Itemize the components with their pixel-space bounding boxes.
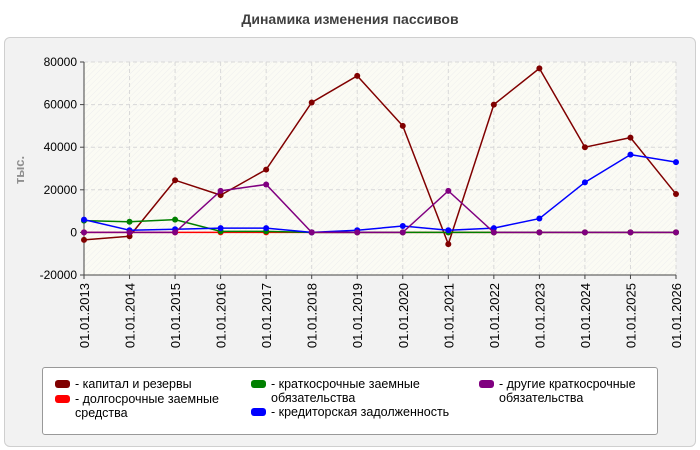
legend-swatch	[55, 395, 70, 403]
legend-swatch	[251, 380, 266, 388]
data-point	[536, 229, 543, 236]
data-point	[217, 187, 224, 194]
y-tick-label: -20000	[40, 268, 78, 282]
series-line	[83, 67, 677, 247]
data-point	[81, 229, 87, 236]
data-point	[399, 223, 406, 230]
data-point	[126, 229, 133, 236]
data-point	[490, 225, 497, 232]
x-tick-label: 01.01.2026	[669, 283, 684, 348]
data-point	[627, 229, 634, 236]
data-point	[399, 122, 406, 129]
y-axis-label: тыс.	[12, 156, 27, 184]
data-point	[627, 134, 634, 141]
data-point	[399, 229, 406, 236]
legend-label: - долгосрочные заемные средства	[75, 392, 219, 420]
series-line	[84, 183, 676, 234]
x-tick-label: 01.01.2025	[623, 283, 638, 348]
legend-item: - долгосрочные заемные средства	[55, 392, 235, 420]
data-point	[81, 216, 87, 223]
chart-title: Динамика изменения пассивов	[241, 11, 459, 27]
x-tick-label: 01.01.2018	[305, 283, 320, 348]
data-point	[308, 229, 315, 236]
x-tick-label: 01.01.2016	[214, 283, 229, 348]
legend-item: - кредиторская задолженность	[251, 405, 481, 419]
y-tick-label: 40000	[44, 140, 78, 154]
y-tick-label: 20000	[44, 183, 78, 197]
series-4	[81, 181, 679, 236]
data-point	[673, 229, 679, 236]
legend-swatch	[479, 380, 494, 388]
data-point	[627, 151, 634, 158]
data-point	[445, 187, 452, 194]
plot-area	[84, 62, 676, 275]
x-tick-label: 01.01.2015	[168, 283, 183, 348]
data-point	[172, 229, 179, 236]
data-point	[263, 181, 270, 188]
data-point	[217, 192, 224, 199]
data-point	[126, 218, 133, 225]
data-point	[536, 65, 543, 72]
x-tick-label: 01.01.2020	[396, 283, 411, 348]
data-point	[581, 179, 588, 186]
legend-item: - краткосрочные заемные обязательства	[251, 377, 461, 405]
legend-item: - капитал и резервы	[55, 377, 235, 391]
legend-label: - краткосрочные заемные обязательства	[271, 377, 420, 405]
x-tick-label: 01.01.2022	[487, 283, 502, 348]
chart-legend: - капитал и резервы - долгосрочные заемны…	[42, 367, 658, 435]
x-tick-label: 01.01.2017	[259, 283, 274, 348]
series-0	[81, 65, 679, 248]
x-tick-label: 01.01.2021	[441, 283, 456, 348]
data-point	[81, 236, 87, 243]
legend-label: - кредиторская задолженность	[271, 405, 450, 419]
legend-swatch	[251, 408, 266, 416]
data-point	[490, 229, 497, 236]
x-tick-label: 01.01.2019	[350, 283, 365, 348]
data-point	[673, 191, 679, 198]
x-tick-label: 01.01.2024	[578, 283, 593, 348]
data-point	[217, 225, 224, 232]
data-point	[536, 215, 543, 222]
x-tick-label: 01.01.2023	[532, 283, 547, 348]
data-point	[263, 225, 270, 232]
data-point	[308, 99, 315, 106]
data-point	[445, 241, 452, 248]
x-tick-label: 01.01.2013	[77, 283, 92, 348]
legend-label: - капитал и резервы	[75, 377, 192, 391]
x-tick-label: 01.01.2014	[123, 283, 138, 348]
legend-swatch	[55, 380, 70, 388]
legend-item: - другие краткосрочные обязательства	[479, 377, 649, 405]
data-point	[354, 72, 361, 79]
legend-label: - другие краткосрочные обязательства	[499, 377, 636, 405]
data-point	[581, 229, 588, 236]
series-line	[83, 153, 677, 234]
data-point	[172, 216, 179, 223]
y-tick-label: 0	[70, 225, 77, 239]
data-point	[354, 229, 361, 236]
data-point	[172, 177, 179, 184]
data-point	[581, 144, 588, 151]
data-point	[490, 101, 497, 108]
data-point	[263, 166, 270, 173]
data-point	[673, 159, 679, 166]
y-tick-label: 60000	[44, 98, 78, 112]
data-point	[445, 227, 452, 234]
y-tick-label: 80000	[44, 55, 78, 69]
